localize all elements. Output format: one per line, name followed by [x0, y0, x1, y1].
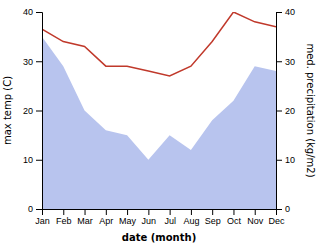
tick: Jan: [35, 209, 50, 226]
tick: Aug: [183, 209, 199, 226]
tick-label: 40: [23, 7, 33, 17]
tick-mark: [36, 160, 42, 161]
tick: Oct: [227, 209, 242, 226]
tick: Jun: [142, 209, 157, 226]
tick: Feb: [56, 209, 72, 226]
tick-mark: [276, 209, 282, 210]
tick-label: 30: [23, 57, 33, 67]
axis-domain: [277, 13, 283, 210]
tick-label: Feb: [56, 216, 72, 226]
tick-label: 0: [285, 204, 290, 214]
tick-label: 30: [285, 57, 295, 67]
tick: May: [119, 209, 137, 226]
tick: 40: [276, 7, 295, 17]
tick-label: 10: [285, 155, 295, 165]
tick-label: 20: [23, 106, 33, 116]
tick-mark: [36, 61, 42, 62]
tick-mark: [255, 209, 256, 215]
tick-mark: [276, 12, 282, 13]
tick: Apr: [99, 209, 113, 226]
tick-mark: [170, 209, 171, 215]
tick-label: Sep: [205, 216, 221, 226]
tick-label: 40: [285, 7, 295, 17]
tick-mark: [276, 160, 282, 161]
tick-mark: [148, 209, 149, 215]
marks: [42, 12, 276, 209]
tick-mark: [36, 111, 42, 112]
tick-label: Oct: [227, 216, 242, 226]
axis-domain: [36, 13, 43, 210]
tick-label: Aug: [183, 216, 199, 226]
chart: JanFebMarAprMayJunJulAugSepOctNovDec0102…: [0, 0, 318, 247]
tick: Mar: [77, 209, 93, 226]
tick: 20: [276, 106, 295, 116]
y2-axis: 0 10 20 30 40: [276, 7, 295, 214]
tick-label: 0: [28, 204, 33, 214]
tick: Dec: [268, 209, 285, 226]
tick-label: May: [119, 216, 137, 226]
tick: 30: [23, 57, 42, 67]
tick-mark: [63, 209, 64, 215]
plot-area: [42, 12, 276, 209]
tick-mark: [36, 209, 42, 210]
area: [42, 37, 276, 209]
tick: Nov: [247, 209, 264, 226]
tick-mark: [106, 209, 107, 215]
tick-label: 20: [285, 106, 295, 116]
tick-label: Jul: [164, 216, 176, 226]
tick: 0: [28, 204, 42, 214]
tick: 10: [23, 155, 42, 165]
axis-domain: [43, 210, 277, 216]
tick-label: Dec: [268, 216, 285, 226]
tick: 40: [23, 7, 42, 17]
tick-mark: [212, 209, 213, 215]
tick-mark: [276, 111, 282, 112]
y2-axis-title: med. precipitation (kg/m2): [305, 43, 316, 177]
tick-label: 10: [23, 155, 33, 165]
tick-label: Jan: [35, 216, 50, 226]
y-axis-title: max temp (C): [2, 76, 13, 145]
x-axis: Jan Feb Mar Apr May Jun Jul Aug Sep Oct Nov Dec: [35, 209, 285, 226]
tick-mark: [127, 209, 128, 215]
line: [42, 12, 276, 76]
tick-label: Jun: [142, 216, 157, 226]
tick-mark: [36, 12, 42, 13]
tick: Sep: [205, 209, 221, 226]
tick-label: Apr: [99, 216, 113, 226]
tick-mark: [191, 209, 192, 215]
tick-mark: [276, 61, 282, 62]
tick: 20: [23, 106, 42, 116]
y-axis: 0 10 20 30 40: [23, 7, 43, 214]
tick-label: Mar: [77, 216, 93, 226]
tick: 30: [276, 57, 295, 67]
tick: Jul: [164, 209, 176, 226]
tick: 10: [276, 155, 295, 165]
tick-mark: [233, 209, 234, 215]
tick-label: Nov: [247, 216, 264, 226]
tick-mark: [85, 209, 86, 215]
tick: 0: [276, 204, 290, 214]
x-axis-title: date (month): [122, 232, 196, 243]
